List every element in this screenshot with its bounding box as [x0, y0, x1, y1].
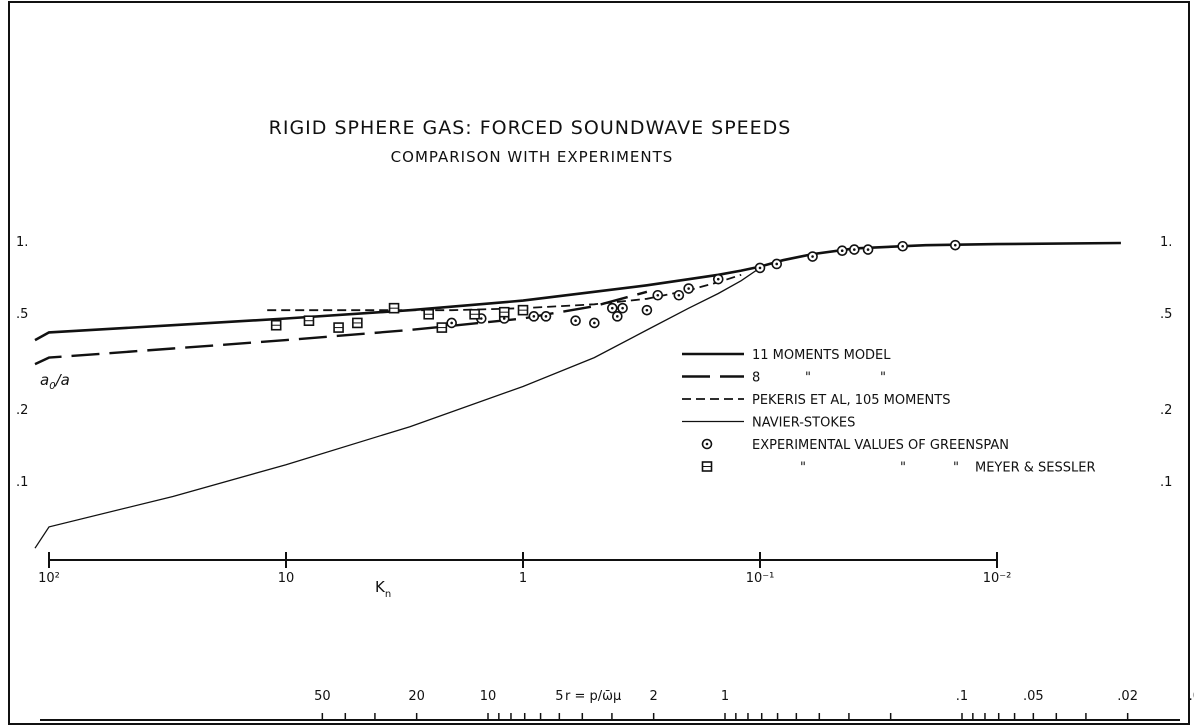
y-tick-label-right: .5: [1160, 307, 1172, 322]
series-line: [34, 290, 648, 366]
data-point-center: [610, 306, 614, 310]
data-point-center: [616, 315, 619, 318]
kn-tick-label: 1: [519, 571, 527, 586]
kn-tick-label: 10⁻²: [983, 571, 1012, 586]
kn-tick-label: 10²: [38, 571, 60, 586]
data-point-center: [758, 266, 762, 270]
data-point-center: [716, 277, 720, 281]
data-point-center: [479, 317, 483, 320]
series-layer: [34, 239, 1121, 549]
data-point-center: [811, 255, 814, 258]
y-tick-label-left: 1.: [16, 235, 28, 250]
legend-item-meyer-sessler: " " " MEYER & SESSLER: [701, 461, 1095, 476]
r-tick-label: 10: [480, 689, 497, 704]
series-line: [34, 267, 761, 549]
y-axis-label: a0/a: [40, 371, 70, 392]
series-11-moments-model: [34, 241, 1121, 342]
legend-label: PEKERIS ET AL, 105 MOMENTS: [752, 393, 950, 408]
r-tick-label: .05: [1023, 689, 1044, 704]
series-line: [267, 273, 742, 312]
legend-label: ": [800, 461, 806, 476]
data-point-center: [621, 306, 624, 310]
series-pekeris-et-al-105-moments: [267, 273, 742, 312]
y-tick-label-right: .1: [1160, 475, 1172, 490]
y-tick-label-right: 1.: [1160, 235, 1172, 250]
r-tick-label: 50: [314, 689, 331, 704]
data-point-center: [645, 308, 649, 312]
y-tick-label-right: .2: [1160, 403, 1172, 418]
data-point-center: [953, 243, 957, 247]
legend-label: 8: [752, 371, 760, 386]
series-meyer-sessler: [270, 302, 529, 333]
legend-item-pekeris-et-al-105-moments: PEKERIS ET AL, 105 MOMENTS: [682, 393, 950, 408]
r-tick-label: .01: [1189, 689, 1194, 704]
series-8: [34, 290, 648, 366]
data-point-center: [866, 248, 870, 251]
data-point-center: [687, 287, 690, 290]
legend-label: MEYER & SESSLER: [975, 461, 1095, 476]
y-tick-label-left: .2: [16, 403, 28, 418]
data-point-center: [574, 319, 577, 322]
series-experimental-values-of-greenspan: [446, 239, 961, 329]
kn-tick-label: 10⁻¹: [746, 571, 775, 586]
legend-label: 11 MOMENTS MODEL: [752, 348, 891, 363]
data-point-center: [901, 244, 904, 248]
legend-label: ": [953, 461, 959, 476]
legend: 11 MOMENTS MODEL 8 " " PEKERIS ET AL, 105 MO…: [682, 348, 1095, 476]
series-line: [34, 241, 1121, 342]
data-point-center: [450, 321, 453, 325]
r-tick-label: 20: [408, 689, 425, 704]
data-point-center: [532, 315, 536, 318]
legend-label: ": [880, 371, 886, 386]
r-tick-label: 2: [650, 689, 658, 704]
data-point-center: [656, 293, 660, 297]
y-axis-ticks: 1. 1. .5 .5 .2 .2 .1 .1: [16, 235, 1172, 490]
data-point-center: [544, 315, 548, 318]
kn-tick-label: 10: [278, 571, 295, 586]
data-point-center: [677, 293, 681, 297]
legend-label: ": [805, 371, 811, 386]
kn-axis-label: Kn: [375, 578, 391, 600]
data-point-center: [853, 248, 856, 251]
legend-item-experimental-values-of-greenspan: EXPERIMENTAL VALUES OF GREENSPAN: [701, 438, 1009, 453]
legend-item-11-moments-model: 11 MOMENTS MODEL: [682, 348, 891, 363]
legend-label: EXPERIMENTAL VALUES OF GREENSPAN: [752, 438, 1009, 453]
chart-subtitle: COMPARISON WITH EXPERIMENTS: [391, 148, 674, 166]
y-tick-label-left: .5: [16, 307, 28, 322]
r-axis-label: r = p/ω̄μ: [565, 689, 621, 704]
legend-marker-center: [705, 442, 709, 446]
data-point-center: [840, 249, 844, 252]
r-tick-label: .02: [1117, 689, 1138, 704]
r-tick-label: 5: [555, 689, 563, 704]
chart-border: [8, 1, 1190, 725]
r-tick-label: .1: [956, 689, 968, 704]
series-navier-stokes: [34, 267, 761, 549]
legend-item-navier-stokes: NAVIER-STOKES: [682, 416, 855, 431]
r-tick-label: 1: [721, 689, 729, 704]
data-point-center: [502, 317, 506, 320]
legend-label: ": [900, 461, 906, 476]
y-tick-label-left: .1: [16, 475, 28, 490]
data-point-center: [593, 321, 596, 325]
kn-axis: 10² 10 1 10⁻¹ 10⁻² Kn: [38, 552, 1011, 600]
legend-label: NAVIER-STOKES: [752, 416, 855, 431]
legend-item-: 8 " ": [682, 371, 886, 386]
chart-title: RIGID SPHERE GAS: FORCED SOUNDWAVE SPEED…: [269, 117, 792, 139]
data-point-center: [775, 262, 779, 266]
